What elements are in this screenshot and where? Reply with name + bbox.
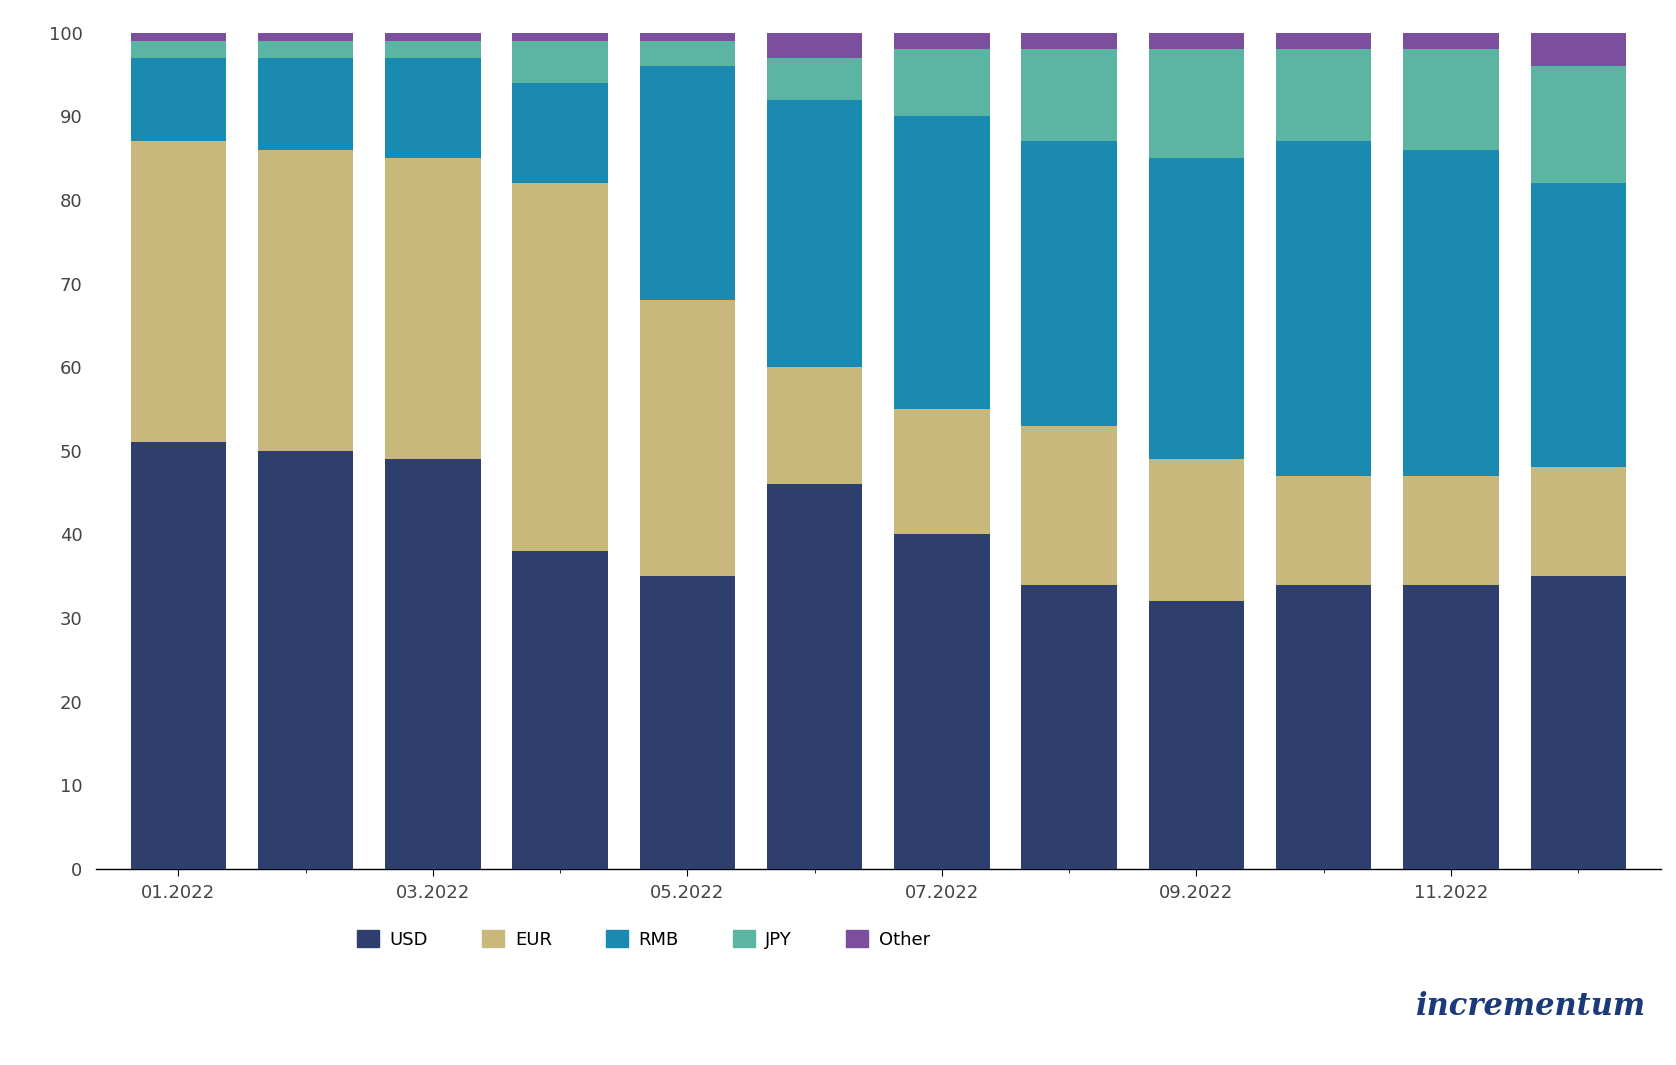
Bar	[1403, 33, 1498, 49]
Bar	[768, 485, 863, 869]
Bar	[131, 58, 226, 142]
Bar	[385, 33, 481, 42]
Bar	[385, 42, 481, 58]
Text: incrementum: incrementum	[1416, 990, 1646, 1022]
Bar	[1530, 33, 1626, 66]
Bar	[258, 33, 354, 42]
Bar	[1148, 158, 1244, 459]
Bar	[768, 33, 863, 58]
Bar	[513, 42, 608, 83]
Bar	[1530, 576, 1626, 869]
Bar	[1275, 33, 1371, 49]
Bar	[640, 33, 736, 42]
Bar	[1403, 476, 1498, 585]
Bar	[1275, 49, 1371, 142]
Bar	[768, 99, 863, 367]
Bar	[513, 551, 608, 869]
Bar	[1275, 585, 1371, 869]
Bar	[1021, 142, 1116, 426]
Bar	[385, 158, 481, 459]
Bar	[768, 367, 863, 485]
Bar	[1148, 602, 1244, 869]
Bar	[895, 116, 989, 409]
Bar	[768, 58, 863, 99]
Bar	[1530, 66, 1626, 183]
Bar	[1530, 468, 1626, 576]
Bar	[895, 33, 989, 49]
Bar	[258, 42, 354, 58]
Bar	[1148, 49, 1244, 158]
Bar	[1021, 33, 1116, 49]
Bar	[1403, 49, 1498, 150]
Bar	[385, 459, 481, 869]
Bar	[895, 409, 989, 535]
Bar	[640, 66, 736, 300]
Bar	[640, 42, 736, 66]
Bar	[1275, 142, 1371, 476]
Bar	[895, 535, 989, 869]
Bar	[258, 150, 354, 450]
Bar	[1021, 585, 1116, 869]
Bar	[131, 442, 226, 869]
Bar	[1530, 183, 1626, 468]
Bar	[640, 576, 736, 869]
Legend: USD, EUR, RMB, JPY, Other: USD, EUR, RMB, JPY, Other	[350, 922, 937, 956]
Bar	[131, 33, 226, 42]
Bar	[513, 33, 608, 42]
Bar	[1021, 49, 1116, 142]
Bar	[1148, 33, 1244, 49]
Bar	[513, 183, 608, 551]
Bar	[131, 142, 226, 442]
Bar	[1275, 476, 1371, 585]
Bar	[895, 49, 989, 116]
Bar	[513, 83, 608, 183]
Bar	[258, 58, 354, 150]
Bar	[1403, 150, 1498, 476]
Bar	[1148, 459, 1244, 602]
Bar	[258, 450, 354, 869]
Bar	[385, 58, 481, 158]
Bar	[640, 300, 736, 576]
Bar	[1403, 585, 1498, 869]
Bar	[131, 42, 226, 58]
Bar	[1021, 426, 1116, 585]
